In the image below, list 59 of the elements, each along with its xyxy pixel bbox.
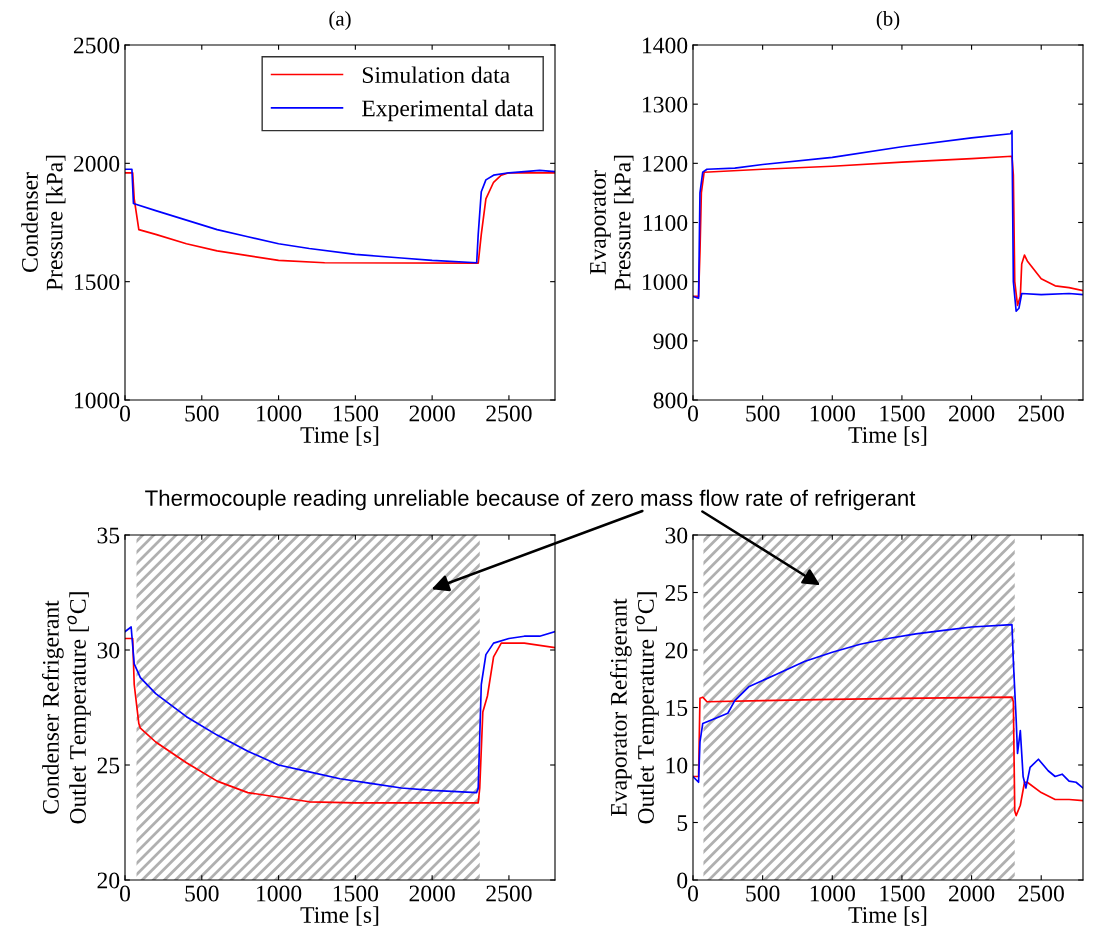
y-tick-label: 20 [665,642,688,659]
chart-title: (a) [329,11,351,30]
x-tick-label: 2000 [949,885,995,902]
y-tick-label: 900 [653,333,688,350]
x-tick-label: 500 [746,405,780,422]
y-tick-label: 35 [97,527,120,544]
x-tick-label: 1500 [880,405,925,422]
y-tick-label: 30 [97,642,120,659]
x-tick-label: 1500 [333,405,379,422]
y-tick-label: 2500 [73,37,120,54]
x-tick-label: 2500 [1018,885,1064,902]
y-tick-label: 10 [666,757,688,774]
x-tick-label: 2500 [486,405,532,422]
x-tick-label: 1000 [810,405,855,422]
y-tick-label: 1200 [642,155,688,172]
y-axis-title: Evaporator Pressure [kPa] [590,155,634,291]
x-tick-label: 1000 [257,885,302,902]
x-tick-label: 2000 [409,885,455,902]
x-tick-label: 1500 [333,885,379,902]
x-tick-label: 1000 [810,885,855,902]
y-tick-label: 1000 [642,274,688,291]
y-tick-label: 5 [677,815,688,831]
y-tick-label: 1300 [642,96,688,113]
y-tick-label: 20 [97,872,120,889]
legend-label: Simulation data [362,66,510,84]
line-series [693,623,1083,789]
x-tick-label: 1500 [880,885,925,902]
line-series [693,129,1083,313]
line-series [693,696,1083,817]
x-axis-title: Time [s] [300,426,379,446]
line-series [693,155,1083,307]
legend-label: Experimental data [362,99,534,122]
y-tick-label: 30 [665,527,688,544]
x-tick-label: 2000 [409,405,455,422]
x-axis-title: Time [s] [848,906,927,926]
y-tick-label: 1500 [74,274,120,291]
text: Thermocouple reading unreliable because of zero mass flow rate of refrigerant [145,489,916,511]
x-tick-label: 500 [185,885,219,902]
y-tick-label: 15 [666,700,688,716]
y-tick-label: 1000 [74,392,120,409]
y-axis-title: Condenser Pressure [kPa] [21,155,66,291]
y-tick-label: 800 [653,392,688,409]
x-tick-label: 500 [746,885,780,902]
x-axis-title: Time [s] [300,906,379,926]
x-tick-label: 1000 [257,405,302,422]
y-tick-label: 2000 [73,155,120,172]
y-tick-label: 0 [677,872,688,889]
x-tick-label: 500 [185,405,219,422]
y-tick-label: 25 [665,585,688,601]
x-tick-label: 2500 [1018,405,1064,422]
y-tick-label: 1100 [643,214,688,231]
y-axis-title: Condenser Refrigerant Outlet Temperature [$^{o}$C] [41,592,91,824]
y-axis-title: Evaporator Refrigerant Outlet Temperature [$^{o}$C] [609,592,659,824]
y-tick-label: 1400 [642,37,688,54]
y-tick-label: 25 [97,757,120,774]
x-tick-label: 2000 [949,405,995,422]
x-axis-title: Time [s] [848,426,927,446]
x-tick-label: 2500 [486,885,532,902]
chart-title: (b) [876,11,900,30]
